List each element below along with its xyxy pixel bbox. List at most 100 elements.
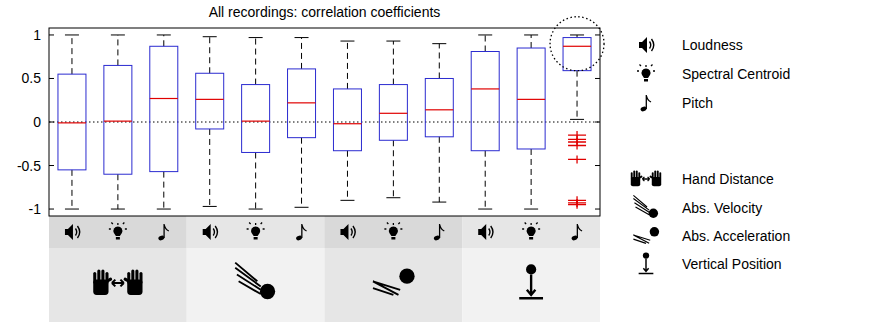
icon-part — [254, 237, 258, 240]
icon-part — [399, 269, 414, 284]
icon — [633, 227, 659, 243]
icon — [639, 252, 654, 273]
legend-label: Hand Distance — [682, 171, 774, 187]
icon — [384, 223, 402, 240]
whisker-cap — [249, 37, 263, 38]
whisker-cap — [386, 197, 400, 198]
whisker-cap — [340, 41, 354, 42]
upper-whisker — [347, 41, 348, 89]
y-tick — [49, 34, 54, 35]
icon-part — [654, 171, 656, 178]
icon-part — [260, 284, 275, 299]
upper-whisker — [255, 38, 256, 85]
median — [379, 113, 407, 114]
y-tick-label: 0.5 — [22, 70, 42, 86]
icon — [571, 224, 582, 241]
icon-part — [109, 223, 127, 230]
icon — [65, 224, 80, 240]
whisker-cap — [478, 34, 492, 35]
icon-part — [247, 223, 265, 230]
legend-label: Vertical Position — [682, 256, 782, 272]
icon-part — [235, 263, 261, 294]
y-tick-label: 1 — [33, 27, 41, 43]
box — [471, 52, 499, 151]
icon — [247, 223, 265, 240]
lower-whisker — [485, 151, 486, 209]
icon-part — [646, 95, 651, 109]
tick-band — [325, 216, 463, 248]
icon-part — [203, 224, 211, 240]
icon-part — [65, 224, 73, 240]
legend-label: Spectral Centroid — [682, 66, 790, 82]
box — [196, 73, 224, 129]
icon-part — [633, 171, 635, 178]
icon-part — [526, 264, 536, 274]
icon-part — [639, 37, 647, 53]
whisker-cap — [203, 36, 217, 37]
whisker-cap — [386, 41, 400, 42]
upper-whisker — [439, 44, 440, 79]
whisker-cap — [432, 43, 446, 44]
icon-part — [642, 68, 651, 78]
icon-part — [649, 209, 658, 218]
upper-whisker — [117, 35, 118, 65]
y-tick — [49, 165, 54, 166]
whisker-cap — [249, 209, 263, 210]
icon-part — [527, 226, 536, 236]
y-tick — [49, 78, 54, 79]
lower-whisker — [255, 152, 256, 209]
tick-band — [462, 216, 600, 248]
y-tick — [595, 34, 600, 35]
icon-part — [93, 272, 96, 284]
icon-part — [351, 226, 355, 238]
icon-part — [631, 172, 633, 179]
icon-part — [657, 171, 659, 178]
group-band — [462, 216, 600, 322]
y-tick-label: 0 — [33, 114, 41, 130]
upper-whisker — [531, 35, 532, 48]
icon-part — [529, 237, 533, 240]
whisker-cap — [570, 34, 584, 35]
icon-part — [478, 224, 486, 240]
median — [517, 99, 545, 100]
box — [242, 85, 270, 153]
box — [288, 69, 316, 138]
whisker-cap — [524, 209, 538, 210]
icon-part — [636, 171, 638, 178]
upper-whisker — [209, 37, 210, 74]
group-band — [49, 216, 187, 322]
legend-label: Abs. Velocity — [682, 200, 762, 216]
icon-part — [650, 39, 654, 51]
icon — [519, 264, 543, 298]
box — [104, 65, 132, 174]
icon-part — [113, 226, 122, 236]
icon-part — [164, 224, 169, 238]
group-band — [325, 216, 463, 322]
icon-part — [135, 269, 138, 281]
icon-part — [577, 224, 582, 238]
icon-part — [639, 259, 654, 274]
group-band — [187, 216, 325, 322]
icon — [522, 223, 540, 240]
icon-part — [440, 224, 445, 238]
tick-band — [49, 216, 187, 248]
icon — [433, 224, 444, 241]
icon-part — [633, 195, 649, 214]
icon — [639, 37, 654, 53]
boxes — [58, 35, 591, 209]
whisker-cap — [203, 206, 217, 207]
median — [563, 46, 591, 47]
icon — [631, 171, 661, 187]
whisker-cap — [65, 34, 79, 35]
legend-label: Abs. Acceleration — [682, 228, 790, 244]
chart: All recordings: correlation coefficients… — [0, 0, 891, 326]
icon-part — [384, 223, 402, 230]
whisker-cap — [478, 209, 492, 210]
y-tick — [595, 209, 600, 210]
icon — [109, 223, 127, 240]
lower-whisker — [163, 172, 164, 209]
median — [196, 99, 224, 100]
y-tick — [595, 78, 600, 79]
icon-part — [644, 79, 648, 82]
whisker-cap — [157, 34, 171, 35]
